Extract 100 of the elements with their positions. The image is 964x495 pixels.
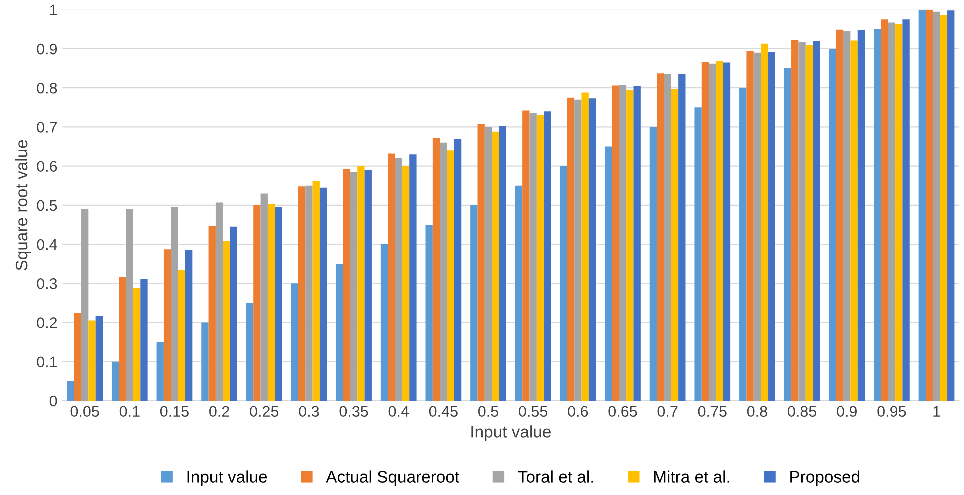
- bar: [671, 89, 679, 401]
- bar: [156, 342, 164, 401]
- bar: [112, 362, 120, 401]
- bar: [948, 10, 955, 401]
- bar: [74, 313, 82, 401]
- bar: [133, 288, 141, 401]
- bar: [350, 172, 358, 401]
- bar: [268, 204, 276, 401]
- bar: [829, 49, 836, 401]
- bar: [470, 205, 478, 401]
- bar: [813, 41, 820, 401]
- bar: [874, 29, 882, 401]
- bar: [806, 45, 814, 401]
- x-tick-label: 0.8: [747, 406, 768, 418]
- bar: [432, 138, 440, 401]
- bar: [171, 207, 178, 401]
- x-tick-label: 0.4: [388, 406, 410, 418]
- bar: [447, 150, 454, 401]
- bar: [440, 142, 448, 401]
- bar: [709, 64, 716, 401]
- x-tick-label: 1: [934, 406, 940, 417]
- bar: [358, 166, 365, 401]
- bar: [716, 62, 724, 401]
- bar: [678, 74, 686, 401]
- legend-label: Mitra et al.: [654, 470, 730, 483]
- x-tick-label: 0.35: [340, 406, 368, 418]
- bar: [499, 126, 506, 401]
- legend-label: Toral et al.: [518, 470, 594, 483]
- bar: [888, 22, 896, 401]
- bar: [933, 12, 940, 401]
- x-tick-label: 0.45: [429, 406, 458, 418]
- bar: [306, 186, 313, 401]
- x-axis-title: Input value: [472, 426, 551, 442]
- bar: [185, 250, 193, 401]
- bar: [896, 24, 903, 401]
- bar: [792, 40, 799, 401]
- x-tick-label: 0.1: [120, 406, 140, 418]
- x-tick-label: 0.7: [658, 406, 678, 418]
- bar: [634, 86, 641, 401]
- bar: [298, 186, 306, 401]
- bar: [858, 30, 866, 401]
- bar: [320, 188, 328, 401]
- y-tick-label: 0.7: [37, 122, 58, 133]
- bar: [119, 277, 126, 401]
- y-tick-label: 0.4: [37, 239, 58, 250]
- bar: [178, 270, 186, 401]
- y-tick-label: 0.8: [37, 82, 58, 94]
- y-tick-label: 1: [50, 4, 58, 16]
- x-tick-label: 0.65: [608, 406, 638, 418]
- bar: [612, 86, 620, 401]
- bar: [336, 264, 344, 401]
- bar: [619, 84, 627, 401]
- x-tick-label: 0.2: [210, 406, 230, 418]
- bar: [918, 10, 926, 401]
- legend-label: Input value: [188, 470, 268, 486]
- bar: [246, 303, 254, 401]
- bar: [140, 279, 148, 401]
- bar: [202, 322, 209, 401]
- y-tick-label: 0.1: [37, 356, 58, 368]
- bar: [230, 226, 238, 401]
- bar: [798, 42, 806, 401]
- x-tick-label: 0.6: [568, 406, 588, 418]
- bar: [657, 74, 664, 401]
- x-tick-label: 0.05: [70, 406, 100, 418]
- bar: [395, 158, 402, 401]
- y-tick-label: 0.9: [37, 44, 58, 55]
- bar: [836, 30, 844, 401]
- bar: [844, 31, 851, 401]
- x-tick-label: 0.75: [698, 406, 727, 418]
- bar: [254, 205, 261, 401]
- bar: [902, 20, 910, 401]
- x-tick-label: 0.55: [519, 406, 548, 418]
- bar: [454, 138, 462, 401]
- y-tick-label: 0.3: [37, 278, 58, 290]
- bar: [582, 92, 589, 401]
- bar: [208, 226, 216, 401]
- bar: [560, 166, 568, 401]
- bar: [940, 14, 948, 401]
- x-tick-label: 0.25: [250, 406, 279, 418]
- bar: [740, 88, 747, 401]
- bar: [605, 146, 612, 401]
- y-tick-label: 0.6: [37, 161, 58, 172]
- x-tick-label: 0.85: [788, 406, 817, 418]
- bar: [650, 127, 658, 401]
- bar: [126, 209, 134, 401]
- bar: [388, 154, 396, 401]
- bar: [312, 181, 320, 401]
- bar: [588, 98, 596, 401]
- y-axis-title: Square root value: [15, 140, 32, 270]
- bar: [291, 284, 298, 401]
- bar: [626, 90, 634, 401]
- bar: [664, 74, 672, 401]
- x-tick-label: 0.95: [878, 406, 906, 418]
- bar: [410, 154, 417, 401]
- bar: [536, 115, 544, 401]
- bar: [492, 132, 500, 401]
- bar: [88, 320, 96, 401]
- bar: [343, 169, 350, 401]
- bar: [260, 194, 268, 401]
- x-tick-label: 0.5: [478, 406, 498, 418]
